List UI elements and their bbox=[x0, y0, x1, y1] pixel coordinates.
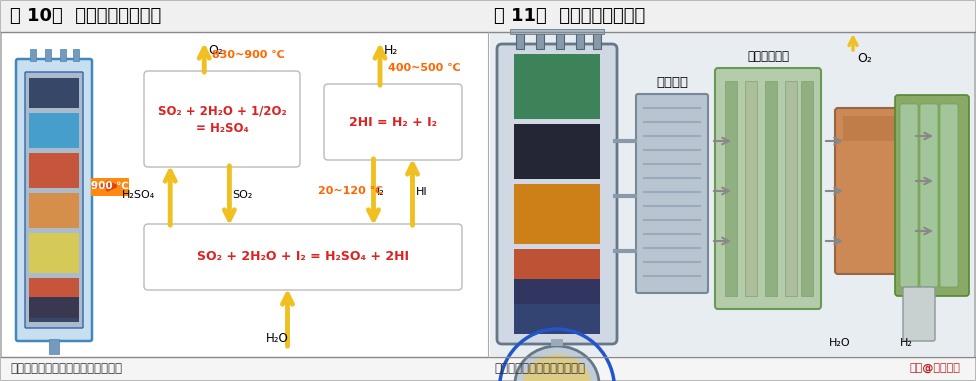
Bar bbox=[514, 184, 600, 244]
Text: SO₂: SO₂ bbox=[232, 190, 253, 200]
Ellipse shape bbox=[515, 346, 599, 381]
Bar bbox=[30, 49, 36, 61]
FancyBboxPatch shape bbox=[903, 287, 935, 341]
Bar bbox=[29, 297, 79, 322]
Bar bbox=[29, 193, 79, 228]
Bar bbox=[514, 279, 600, 334]
Text: 资料来源：国泰君安证券研究: 资料来源：国泰君安证券研究 bbox=[494, 362, 585, 376]
Text: 830~900 ℃: 830~900 ℃ bbox=[212, 50, 285, 60]
Bar bbox=[801, 81, 813, 296]
Text: 资料来源：零碳未来协会、清华大学: 资料来源：零碳未来协会、清华大学 bbox=[10, 362, 122, 376]
Text: 碘硫循环装置: 碘硫循环装置 bbox=[747, 51, 789, 64]
FancyBboxPatch shape bbox=[636, 94, 708, 293]
Bar bbox=[745, 81, 757, 296]
FancyBboxPatch shape bbox=[144, 224, 462, 290]
FancyBboxPatch shape bbox=[25, 72, 83, 328]
FancyBboxPatch shape bbox=[715, 68, 821, 309]
Text: 2HI = H₂ + I₂: 2HI = H₂ + I₂ bbox=[349, 115, 437, 128]
FancyBboxPatch shape bbox=[895, 95, 969, 296]
Text: H₂: H₂ bbox=[384, 43, 398, 56]
Bar bbox=[514, 54, 600, 119]
Bar bbox=[843, 116, 903, 141]
Bar bbox=[536, 33, 544, 49]
Text: 头条@远瞻智库: 头条@远瞻智库 bbox=[909, 364, 960, 374]
Text: SO₂ + 2H₂O + 1/2O₂: SO₂ + 2H₂O + 1/2O₂ bbox=[158, 104, 286, 117]
Text: H₂O: H₂O bbox=[830, 338, 851, 348]
Bar bbox=[29, 278, 79, 318]
FancyBboxPatch shape bbox=[324, 84, 462, 160]
Bar bbox=[490, 33, 974, 356]
Text: 900 ℃: 900 ℃ bbox=[91, 181, 129, 191]
Text: = H₂SO₄: = H₂SO₄ bbox=[195, 123, 248, 136]
Text: 400~500 ℃: 400~500 ℃ bbox=[388, 63, 461, 73]
Bar bbox=[551, 339, 563, 346]
Bar bbox=[1, 357, 975, 380]
FancyBboxPatch shape bbox=[144, 71, 300, 167]
Ellipse shape bbox=[523, 354, 591, 381]
FancyBboxPatch shape bbox=[497, 44, 617, 344]
Bar bbox=[60, 49, 66, 61]
Bar bbox=[510, 29, 604, 34]
Text: 热交换器: 热交换器 bbox=[656, 75, 688, 88]
Bar bbox=[29, 113, 79, 148]
Text: HI: HI bbox=[416, 187, 427, 197]
Bar bbox=[514, 249, 600, 304]
Bar bbox=[45, 49, 51, 61]
FancyBboxPatch shape bbox=[900, 104, 918, 287]
Bar bbox=[785, 81, 797, 296]
Text: O₂: O₂ bbox=[208, 43, 224, 56]
Bar bbox=[514, 124, 600, 179]
FancyBboxPatch shape bbox=[940, 104, 958, 287]
Bar bbox=[29, 233, 79, 273]
Text: H₂: H₂ bbox=[900, 338, 913, 348]
Text: I₂: I₂ bbox=[377, 187, 385, 197]
Bar bbox=[516, 33, 524, 49]
FancyBboxPatch shape bbox=[16, 59, 92, 341]
Bar bbox=[49, 339, 59, 354]
Text: SO₂ + 2H₂O + I₂ = H₂SO₄ + 2HI: SO₂ + 2H₂O + I₂ = H₂SO₄ + 2HI bbox=[197, 250, 409, 264]
Bar bbox=[73, 49, 79, 61]
FancyBboxPatch shape bbox=[920, 104, 938, 287]
Text: 20~120 ℃: 20~120 ℃ bbox=[318, 186, 384, 195]
Bar bbox=[593, 33, 601, 49]
Bar bbox=[556, 33, 564, 49]
FancyBboxPatch shape bbox=[91, 178, 129, 196]
Text: 图 11：  碘硫循环制氢装置: 图 11： 碘硫循环制氢装置 bbox=[494, 7, 645, 25]
Text: O₂: O₂ bbox=[857, 51, 872, 64]
FancyBboxPatch shape bbox=[835, 108, 911, 274]
Bar bbox=[29, 78, 79, 108]
Bar bbox=[576, 33, 584, 49]
Bar bbox=[29, 153, 79, 188]
Bar bbox=[725, 81, 737, 296]
Text: H₂O: H₂O bbox=[266, 333, 289, 346]
Text: 图 10：  碘硫循环制氢原理: 图 10： 碘硫循环制氢原理 bbox=[10, 7, 161, 25]
Bar bbox=[765, 81, 777, 296]
Text: H₂SO₄: H₂SO₄ bbox=[122, 190, 155, 200]
Bar bbox=[1, 1, 975, 32]
